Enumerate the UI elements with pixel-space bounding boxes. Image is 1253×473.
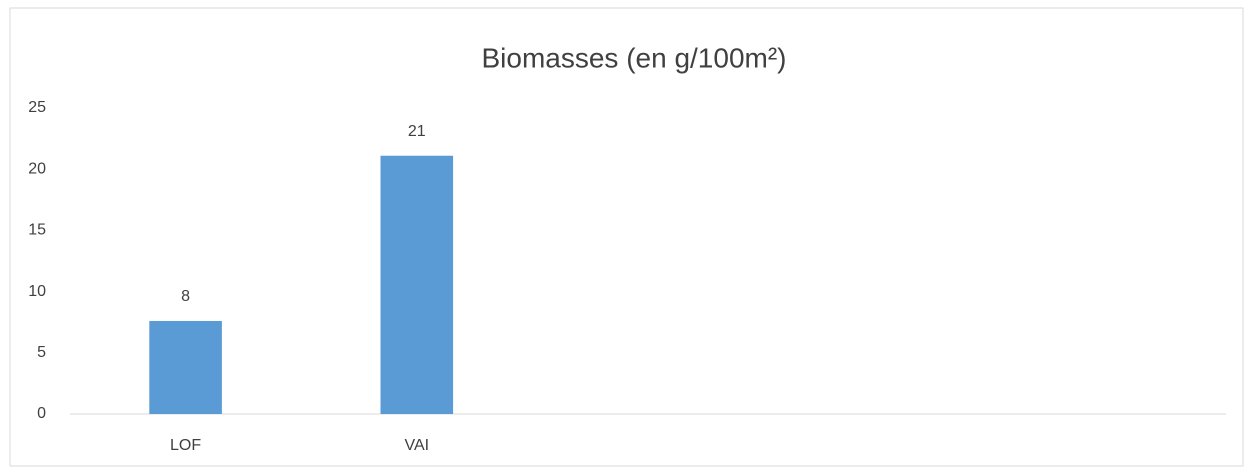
- y-tick-label: 25: [28, 99, 46, 116]
- data-label: 8: [181, 288, 190, 305]
- y-tick-label: 5: [37, 344, 46, 361]
- data-label: 21: [408, 123, 426, 140]
- y-tick-label: 10: [28, 283, 46, 300]
- bar: [380, 155, 454, 414]
- x-tick-label: LOF: [170, 437, 201, 454]
- y-tick-label: 20: [28, 160, 46, 177]
- x-tick-label: VAI: [404, 437, 429, 454]
- bar: [149, 320, 222, 414]
- y-tick-label: 15: [28, 222, 46, 239]
- chart-title: Biomasses (en g/100m²): [481, 42, 786, 73]
- y-tick-label: 0: [37, 405, 46, 422]
